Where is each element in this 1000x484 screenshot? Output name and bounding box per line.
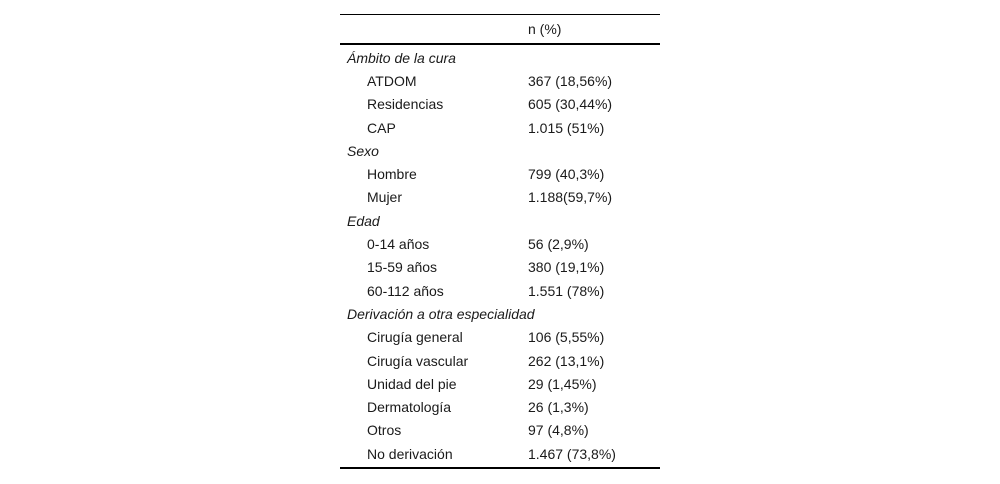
row-cirugia-general: Cirugía general 106 (5,55%) (340, 326, 660, 349)
row-hombre: Hombre 799 (40,3%) (340, 162, 660, 185)
row-value: 97 (4,8%) (528, 422, 589, 439)
row-value: 367 (18,56%) (528, 72, 613, 89)
row-dermatologia: Dermatología 26 (1,3%) (340, 395, 660, 418)
header-n-pct-cell: n (%) (528, 21, 562, 37)
row-label: Hombre (367, 166, 417, 183)
row-value: 56 (2,9%) (528, 236, 589, 253)
table-body: Ámbito de la cura ATDOM 367 (18,56%) Res… (340, 45, 660, 470)
row-label: Ámbito de la cura (347, 49, 456, 66)
row-label: Otros (367, 422, 402, 439)
row-label: Mujer (367, 189, 403, 206)
row-value: 29 (1,45%) (528, 375, 597, 392)
row-value: 605 (30,44%) (528, 96, 613, 113)
row-label: Unidad del pie (367, 375, 457, 392)
row-label: Cirugía vascular (367, 352, 469, 369)
row-value: 262 (13,1%) (528, 352, 605, 369)
row-no-derivacion: No derivación 1.467 (73,8%) (340, 442, 660, 465)
row-value: 380 (19,1%) (528, 259, 605, 276)
row-value: 1.015 (51%) (528, 119, 605, 136)
row-sexo: Sexo (340, 139, 660, 162)
table-header-row: n (%) (340, 15, 660, 45)
row-value: 799 (40,3%) (528, 166, 605, 183)
row-0-14-anos: 0-14 años 56 (2,9%) (340, 232, 660, 255)
row-mujer: Mujer 1.188(59,7%) (340, 186, 660, 209)
row-value: 106 (5,55%) (528, 329, 605, 346)
row-label: 60-112 años (367, 282, 444, 299)
row-otros: Otros 97 (4,8%) (340, 419, 660, 442)
row-edad: Edad (340, 209, 660, 232)
row-label: 15-59 años (367, 259, 438, 276)
row-derivacion-a-otra-especialidad: Derivación a otra especialidad (340, 302, 660, 325)
row-cap: CAP 1.015 (51%) (340, 116, 660, 139)
row-unidad-del-pie: Unidad del pie 29 (1,45%) (340, 372, 660, 395)
row-cirugia-vascular: Cirugía vascular 262 (13,1%) (340, 349, 660, 372)
row-label: Cirugía general (367, 329, 463, 346)
row-label: Sexo (347, 142, 379, 159)
row-label: Residencias (367, 96, 444, 113)
row-residencias: Residencias 605 (30,44%) (340, 93, 660, 116)
row-label: 0-14 años (367, 236, 430, 253)
row-value: 1.188(59,7%) (528, 189, 613, 206)
row-ambito-de-la-cura: Ámbito de la cura (340, 46, 660, 69)
statistics-table: n (%) Ámbito de la cura ATDOM 367 (18,56… (340, 14, 660, 470)
row-15-59-anos: 15-59 años 380 (19,1%) (340, 256, 660, 279)
row-60-112-anos: 60-112 años 1.551 (78%) (340, 279, 660, 302)
row-label: No derivación (367, 445, 453, 462)
row-atdom: ATDOM 367 (18,56%) (340, 69, 660, 92)
row-label: Dermatología (367, 399, 452, 416)
row-label: CAP (367, 119, 396, 136)
row-value: 1.467 (73,8%) (528, 445, 616, 462)
row-label: ATDOM (367, 72, 417, 89)
row-value: 1.551 (78%) (528, 282, 605, 299)
row-label: Edad (347, 212, 380, 229)
row-value: 26 (1,3%) (528, 399, 589, 416)
row-label: Derivación a otra especialidad (347, 305, 535, 322)
